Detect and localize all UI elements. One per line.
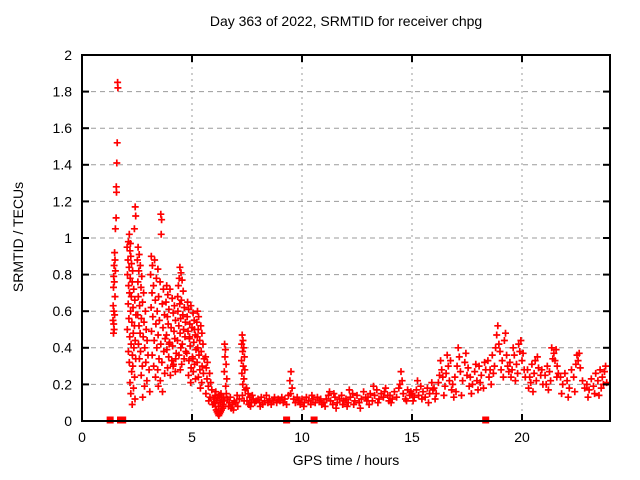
y-tick-label: 0.8	[53, 267, 73, 283]
x-tick-label: 15	[404, 429, 420, 445]
tick-marks	[81, 54, 610, 422]
y-tick-label: 0.6	[53, 303, 73, 319]
x-tick-label: 10	[294, 429, 310, 445]
x-axis-label: GPS time / hours	[292, 452, 400, 468]
y-tick-label: 1.8	[53, 84, 73, 100]
y-tick-label: 2	[64, 47, 72, 63]
chart-title: Day 363 of 2022, SRMTID for receiver chp…	[209, 13, 483, 29]
scatter-points	[109, 78, 611, 419]
y-tick-label: 0.4	[53, 340, 73, 356]
y-tick-label: 1.2	[53, 193, 73, 209]
y-tick-label: 1.6	[53, 120, 73, 136]
x-tick-label: 0	[78, 429, 86, 445]
y-tick-label: 1.4	[53, 157, 73, 173]
srmtid-points-path	[109, 78, 611, 419]
x-tick-label: 5	[188, 429, 196, 445]
x-tick-label: 20	[514, 429, 530, 445]
y-tick-label: 0	[64, 413, 72, 429]
tick-labels: 0 5 10 15 20 0 0.2 0.4 0.6 0.8 1 1.2 1.4 1.6 1.8 2	[53, 47, 530, 445]
y-tick-label: 0.2	[53, 376, 73, 392]
y-tick-label: 1	[64, 230, 72, 246]
gridlines	[82, 55, 610, 421]
